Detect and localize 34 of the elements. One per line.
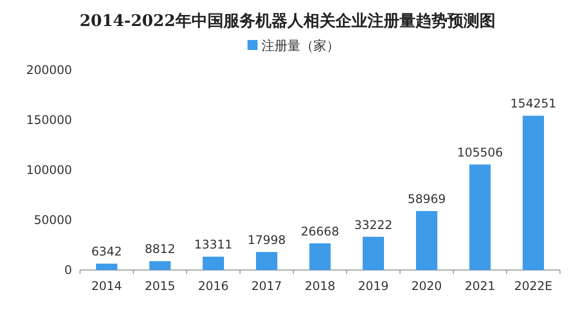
x-tick-label: 2014 — [91, 279, 122, 293]
data-label: 154251 — [510, 96, 556, 111]
bar — [96, 264, 118, 270]
chart-title: 2014-2022年中国服务机器人相关企业注册量趋势预测图 — [80, 11, 496, 30]
data-label: 13311 — [194, 238, 232, 252]
y-tick-label: 200000 — [26, 63, 72, 77]
bar — [416, 211, 438, 270]
legend-label: 注册量（家） — [262, 38, 340, 54]
x-tick-label: 2015 — [144, 279, 176, 293]
bar — [149, 261, 171, 270]
data-label: 33222 — [354, 218, 392, 232]
x-tick-label: 2016 — [198, 279, 229, 293]
bar — [469, 164, 491, 270]
x-tick-label: 2021 — [464, 279, 496, 293]
data-label: 105506 — [457, 145, 503, 160]
y-tick-label: 100000 — [26, 163, 72, 177]
bar — [202, 256, 224, 270]
y-tick-label: 50000 — [34, 213, 72, 227]
bar — [522, 116, 544, 270]
data-label: 17998 — [248, 233, 286, 247]
y-tick-label: 150000 — [26, 113, 72, 127]
x-tick-label: 2019 — [358, 279, 389, 293]
data-label: 8812 — [144, 242, 176, 256]
data-label: 58969 — [408, 192, 446, 206]
bar — [362, 236, 384, 270]
data-label: 26668 — [300, 224, 340, 238]
bar — [309, 243, 331, 270]
y-tick-label: 0 — [64, 263, 72, 277]
bar — [256, 252, 278, 270]
x-tick-label: 2017 — [251, 279, 282, 293]
x-tick-label: 2020 — [411, 279, 442, 293]
x-tick-label: 2022E — [514, 279, 552, 293]
data-label: 6342 — [91, 244, 122, 259]
x-tick-label: 2018 — [304, 279, 336, 293]
